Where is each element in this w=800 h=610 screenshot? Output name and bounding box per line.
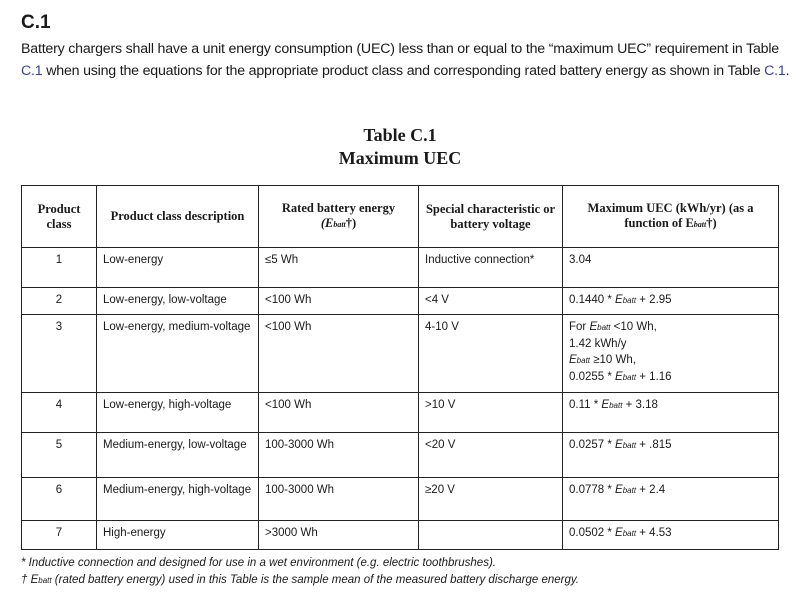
cell-description: Low-energy, low-voltage: [96, 287, 259, 315]
cell-description: Low-energy, high-voltage: [96, 392, 259, 433]
cell-special: <4 V: [418, 287, 563, 315]
header-special: Special characteristic or battery voltag…: [418, 185, 563, 248]
cell-special: ≥20 V: [418, 477, 563, 521]
cell-max-uec: For Ebatt <10 Wh, 1.42 kWh/y Ebatt ≥10 Wh,…: [562, 314, 779, 393]
cell-product-class: 3: [21, 314, 97, 393]
header-rated-energy: Rated battery energy (Ebatt†): [258, 185, 419, 248]
cell-rated-energy: <100 Wh: [258, 314, 419, 393]
cell-max-uec: 0.11 * Ebatt + 3.18: [562, 392, 779, 433]
footnote-dagger: † Ebatt (rated battery energy) used in t…: [21, 574, 579, 586]
cell-product-class: 2: [21, 287, 97, 315]
cell-rated-energy: ≤5 Wh: [258, 247, 419, 288]
max-uec-table: Product class Product class description …: [21, 185, 779, 550]
cell-rated-energy: 100-3000 Wh: [258, 432, 419, 478]
cell-special: >10 V: [418, 392, 563, 433]
footnote-star: * Inductive connection and designed for …: [21, 557, 496, 569]
cell-description: High-energy: [96, 520, 259, 550]
cell-max-uec: 3.04: [562, 247, 779, 288]
cell-product-class: 7: [21, 520, 97, 550]
cell-rated-energy: 100-3000 Wh: [258, 477, 419, 521]
header-description: Product class description: [96, 185, 259, 248]
cell-product-class: 4: [21, 392, 97, 433]
cell-max-uec: 0.0502 * Ebatt + 4.53: [562, 520, 779, 550]
cell-special: Inductive connection*: [418, 247, 563, 288]
cell-max-uec: 0.0257 * Ebatt + .815: [562, 432, 779, 478]
header-max-uec: Maximum UEC (kWh/yr) (as a function of E…: [562, 185, 779, 248]
table-header-row: Product class Product class description …: [21, 185, 779, 248]
cell-description: Medium-energy, low-voltage: [96, 432, 259, 478]
intro-paragraph: Battery chargers shall have a unit energ…: [21, 38, 791, 82]
cell-rated-energy: <100 Wh: [258, 287, 419, 315]
cell-product-class: 6: [21, 477, 97, 521]
cell-special: <20 V: [418, 432, 563, 478]
table-row: 6 Medium-energy, high-voltage 100-3000 Wh ≥…: [21, 477, 779, 521]
intro-text: Battery chargers shall have a unit energ…: [21, 41, 779, 57]
cell-rated-energy: <100 Wh: [258, 392, 419, 433]
cell-description: Low-energy: [96, 247, 259, 288]
table-row: 7 High-energy >3000 Wh 0.0502 * Ebatt + 4.5…: [21, 520, 779, 550]
table-link[interactable]: C.1: [764, 63, 786, 79]
cell-special: 4-10 V: [418, 314, 563, 393]
cell-description: Medium-energy, high-voltage: [96, 477, 259, 521]
table-caption: Table C.1 Maximum UEC: [0, 124, 800, 170]
cell-rated-energy: >3000 Wh: [258, 520, 419, 550]
table-row: 3 Low-energy, medium-voltage <100 Wh 4-10 V…: [21, 314, 779, 393]
header-product-class: Product class: [21, 185, 97, 248]
table-subtitle: Maximum UEC: [338, 148, 462, 168]
section-heading: C.1: [21, 12, 51, 33]
cell-product-class: 1: [21, 247, 97, 288]
cell-max-uec: 0.0778 * Ebatt + 2.4: [562, 477, 779, 521]
table-row: 4 Low-energy, high-voltage <100 Wh >10 V 0.1…: [21, 392, 779, 433]
intro-text: when using the equations for the appropr…: [42, 63, 765, 79]
cell-description: Low-energy, medium-voltage: [96, 314, 259, 393]
cell-special: [418, 520, 563, 550]
table-row: 1 Low-energy ≤5 Wh Inductive connection* 3.0…: [21, 247, 779, 288]
cell-max-uec: 0.1440 * Ebatt + 2.95: [562, 287, 779, 315]
table-row: 5 Medium-energy, low-voltage 100-3000 Wh <2…: [21, 432, 779, 478]
table-link[interactable]: C.1: [21, 63, 43, 79]
intro-text: .: [785, 63, 790, 79]
table-title: Table C.1: [363, 125, 437, 145]
table-row: 2 Low-energy, low-voltage <100 Wh <4 V 0.144…: [21, 287, 779, 315]
cell-product-class: 5: [21, 432, 97, 478]
